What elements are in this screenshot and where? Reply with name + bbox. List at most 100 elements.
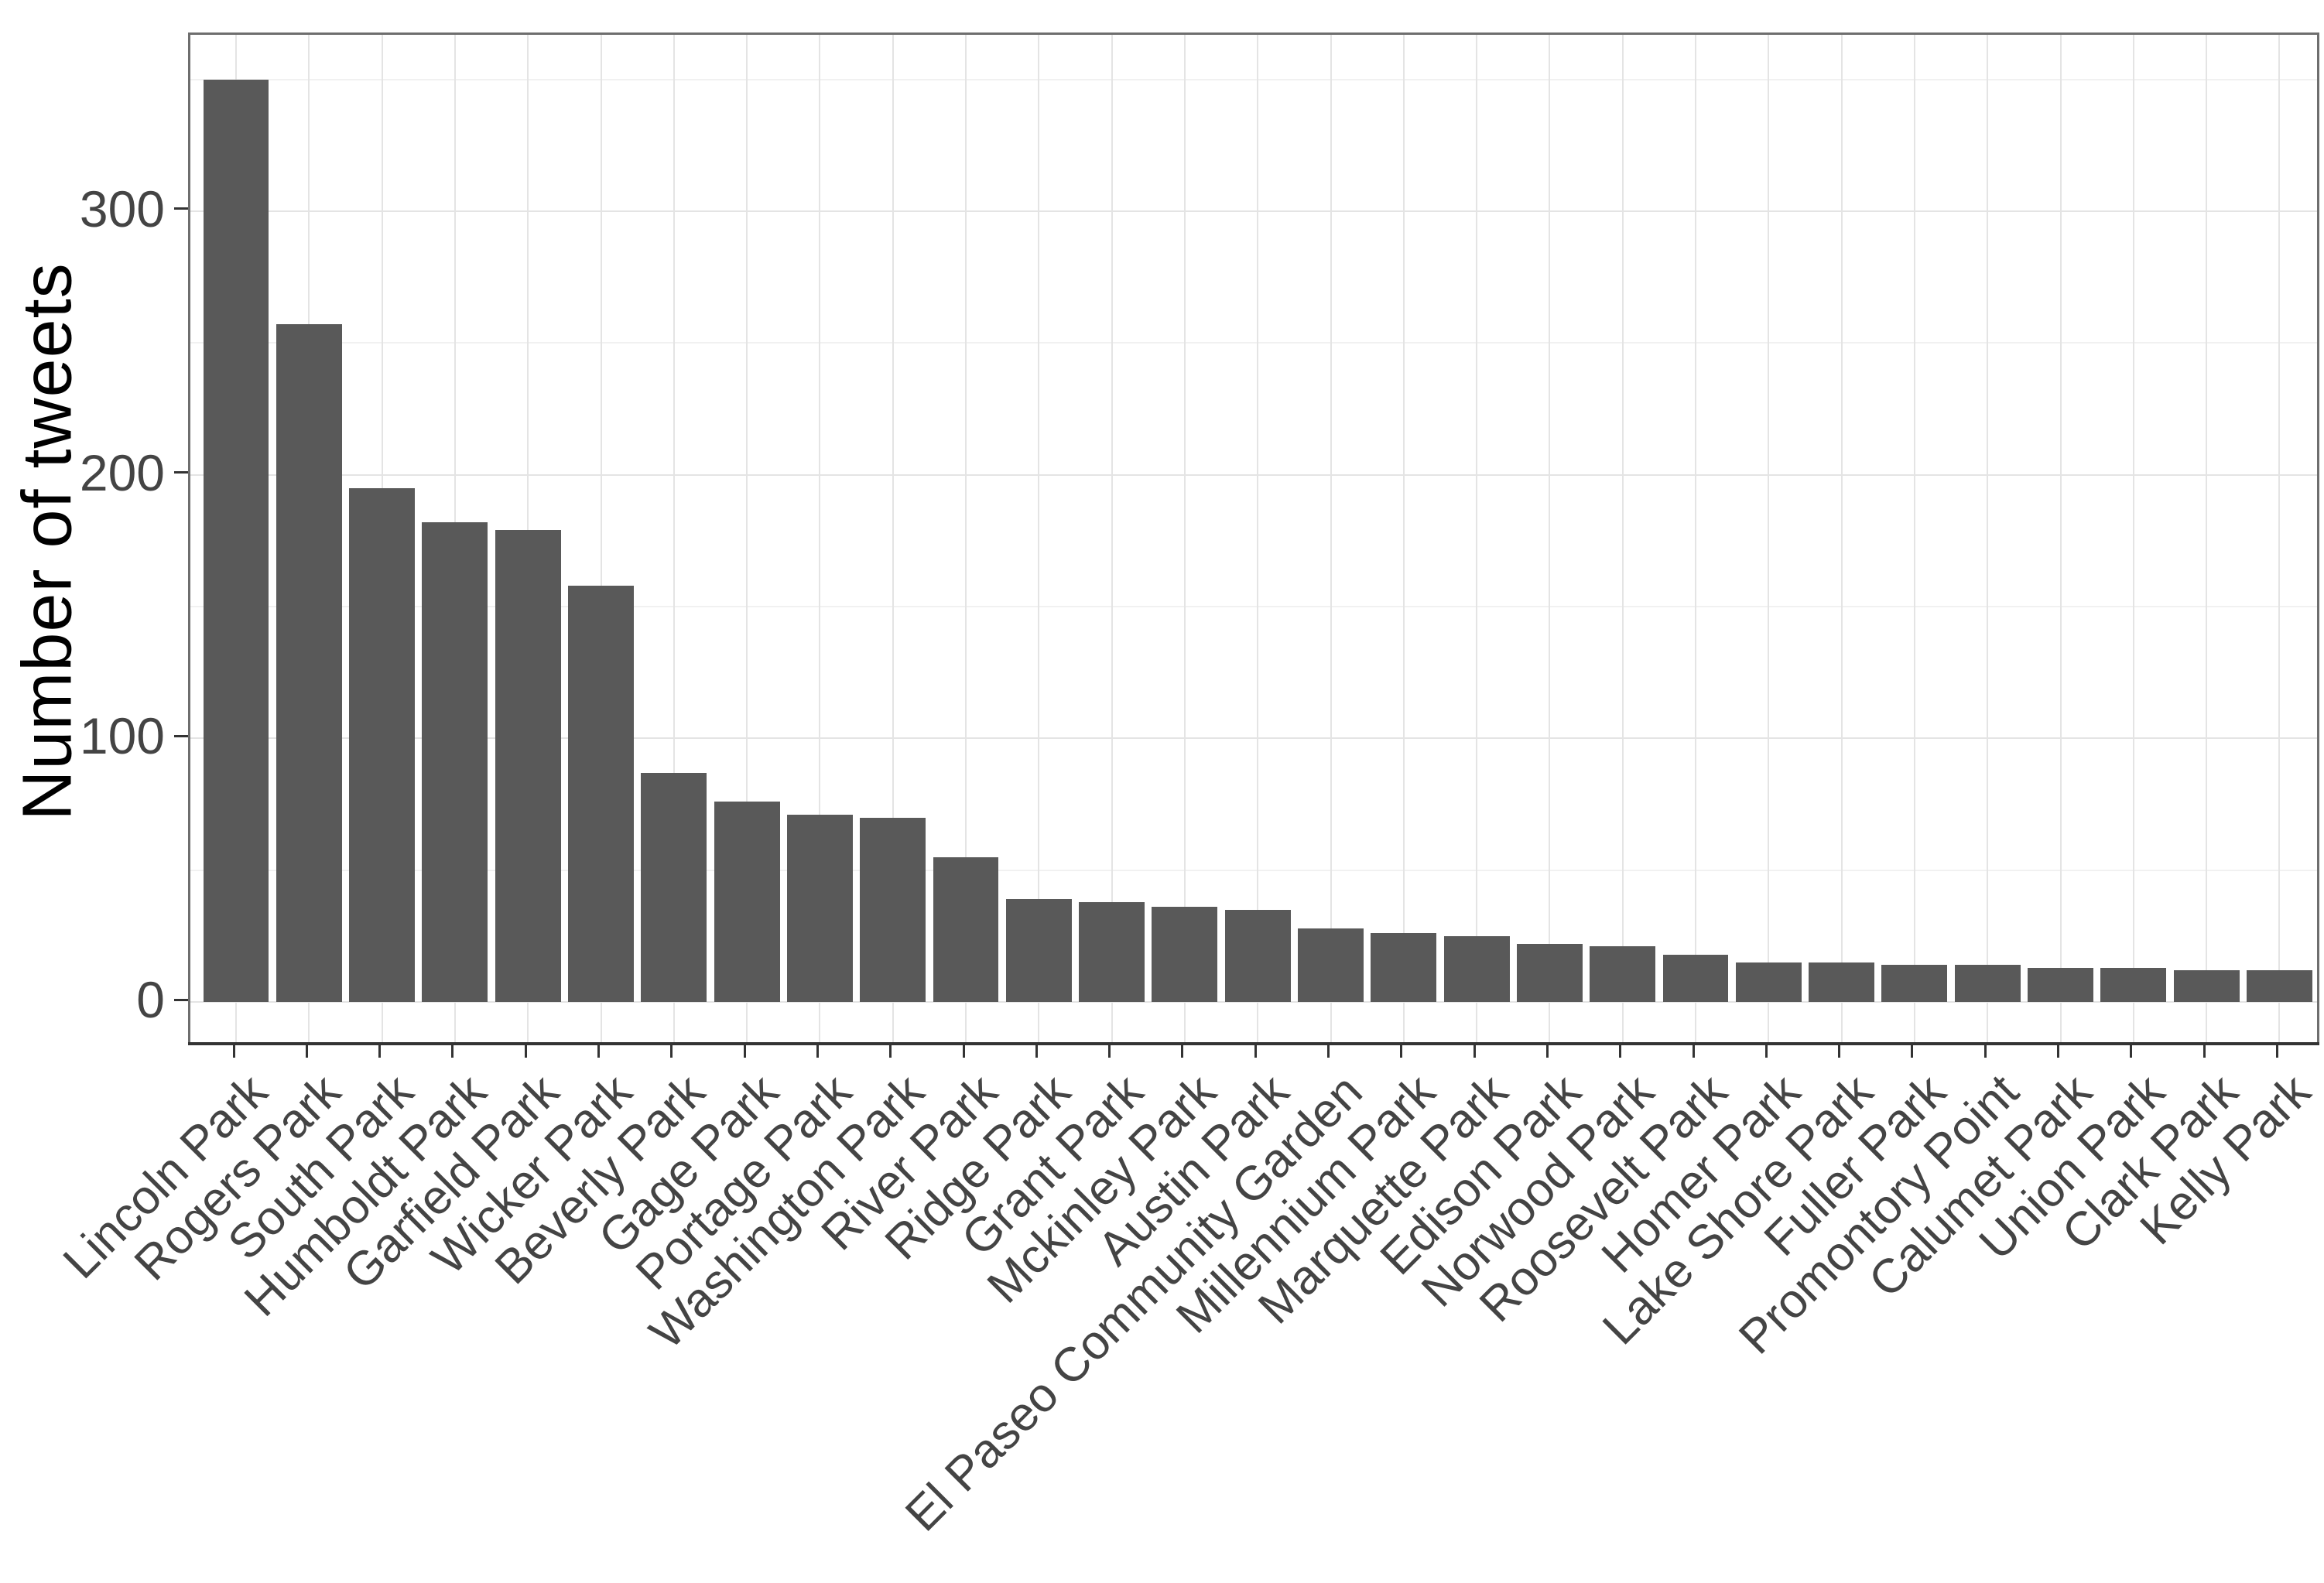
x-tick-mark — [816, 1045, 819, 1058]
bar — [2100, 967, 2167, 1002]
bar — [1443, 935, 1510, 1002]
x-tick-mark — [1473, 1045, 1476, 1058]
gridline-minor — [190, 78, 2317, 80]
bar — [786, 815, 853, 1002]
gridline-vertical — [1257, 35, 1259, 1042]
x-tick-mark — [1983, 1045, 1987, 1058]
bar — [641, 772, 707, 1002]
x-tick-mark — [1327, 1045, 1330, 1058]
x-tick-mark — [1181, 1045, 1184, 1058]
bar — [1735, 962, 1802, 1002]
x-tick-mark — [2130, 1045, 2133, 1058]
gridline-major — [190, 474, 2317, 476]
x-tick-mark — [305, 1045, 308, 1058]
gridline-vertical — [1549, 35, 1551, 1042]
x-tick-mark — [743, 1045, 746, 1058]
x-tick-mark — [378, 1045, 382, 1058]
bar — [276, 324, 342, 1002]
plot-panel — [188, 32, 2319, 1045]
gridline-minor — [190, 342, 2317, 344]
bar — [1079, 901, 1145, 1002]
gridline-vertical — [746, 35, 748, 1042]
gridline-vertical — [1330, 35, 1332, 1042]
bar — [714, 802, 780, 1002]
y-tick-label: 200 — [79, 443, 165, 501]
bar — [860, 817, 926, 1002]
bar — [2246, 970, 2312, 1002]
x-tick-mark — [232, 1045, 235, 1058]
x-axis-line — [188, 1042, 2319, 1045]
bar — [2173, 970, 2240, 1002]
x-tick-mark — [1911, 1045, 1914, 1058]
gridline-vertical — [2059, 35, 2062, 1042]
gridline-vertical — [1183, 35, 1186, 1042]
x-tick-mark — [1400, 1045, 1403, 1058]
bar — [1590, 946, 1656, 1002]
bar — [1152, 907, 1218, 1002]
y-tick-mark — [174, 734, 188, 737]
bar — [495, 530, 561, 1002]
bar — [349, 487, 416, 1002]
gridline-vertical — [2132, 35, 2134, 1042]
x-tick-mark — [2275, 1045, 2278, 1058]
bar — [1298, 928, 1364, 1002]
y-tick-label: 100 — [79, 707, 165, 765]
gridline-minor — [190, 605, 2317, 607]
bar — [933, 856, 999, 1002]
bar — [1224, 909, 1291, 1002]
gridline-major — [190, 1001, 2317, 1003]
gridline-vertical — [1402, 35, 1405, 1042]
x-tick-mark — [1545, 1045, 1549, 1058]
x-tick-mark — [1108, 1045, 1111, 1058]
x-tick-mark — [1619, 1045, 1622, 1058]
bar — [2028, 967, 2093, 1002]
bar — [1954, 965, 2021, 1002]
gridline-vertical — [1621, 35, 1624, 1042]
x-tick-mark — [2057, 1045, 2059, 1058]
x-tick-mark — [1254, 1045, 1257, 1058]
gridline-vertical — [819, 35, 821, 1042]
bar — [1516, 944, 1583, 1002]
x-tick-mark — [451, 1045, 454, 1058]
gridline-vertical — [2206, 35, 2208, 1042]
gridline-major — [190, 737, 2317, 740]
y-tick-mark — [174, 207, 188, 210]
x-tick-mark — [1692, 1045, 1695, 1058]
gridline-vertical — [2278, 35, 2281, 1042]
bar — [1005, 899, 1072, 1002]
x-tick-mark — [524, 1045, 527, 1058]
gridline-vertical — [673, 35, 675, 1042]
gridline-vertical — [1987, 35, 1989, 1042]
bar — [1881, 965, 1948, 1002]
x-tick-mark — [597, 1045, 600, 1058]
gridline-vertical — [1111, 35, 1113, 1042]
x-tick-mark — [1838, 1045, 1841, 1058]
gridline-vertical — [1913, 35, 1915, 1042]
x-tick-mark — [2202, 1045, 2206, 1058]
gridline-vertical — [1840, 35, 1843, 1042]
bar — [203, 79, 269, 1002]
x-tick-mark — [1764, 1045, 1768, 1058]
gridline-vertical — [1038, 35, 1040, 1042]
gridline-vertical — [1476, 35, 1478, 1042]
bar — [1809, 962, 1875, 1002]
y-tick-label: 300 — [79, 179, 165, 238]
gridline-vertical — [1695, 35, 1696, 1042]
gridline-vertical — [965, 35, 967, 1042]
gridline-vertical — [1768, 35, 1770, 1042]
x-tick-mark — [889, 1045, 892, 1058]
gridline-vertical — [892, 35, 894, 1042]
y-tick-mark — [174, 998, 188, 1001]
y-tick-label: 0 — [136, 971, 165, 1028]
bar — [422, 521, 488, 1002]
y-tick-mark — [174, 471, 188, 474]
x-tick-mark — [1035, 1045, 1038, 1058]
gridline-vertical — [600, 35, 602, 1042]
bar — [1371, 933, 1437, 1002]
x-tick-mark — [670, 1045, 673, 1058]
gridline-minor — [190, 869, 2317, 871]
x-tick-mark — [962, 1045, 965, 1058]
gridline-major — [190, 210, 2317, 212]
bar — [1662, 954, 1729, 1002]
